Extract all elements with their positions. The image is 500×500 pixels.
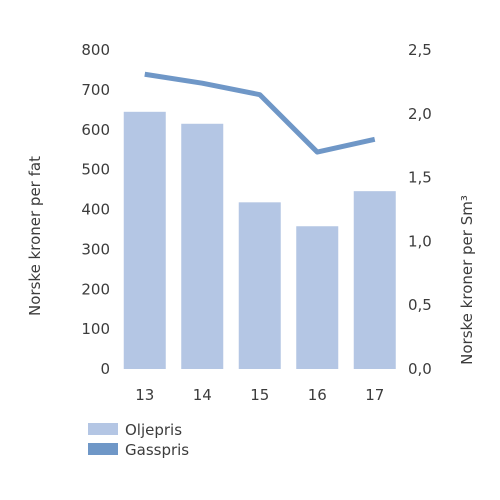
- left-tick-label: 0: [100, 360, 110, 378]
- right-axis-ticks: 0,0 0,5 1,0 1,5 2,0 2,5: [408, 41, 432, 378]
- left-tick-label: 200: [81, 280, 110, 298]
- legend: Oljepris Gasspris: [88, 421, 189, 459]
- left-tick-label: 100: [81, 320, 110, 338]
- bar-oljepris-13: [123, 111, 166, 370]
- left-tick-label: 300: [81, 240, 110, 258]
- x-tick-label: 17: [365, 386, 384, 404]
- x-tick-label: 14: [193, 386, 212, 404]
- right-tick-label: 0,0: [408, 360, 432, 378]
- x-tick-label: 16: [308, 386, 327, 404]
- bar-oljepris-17: [353, 191, 396, 369]
- legend-swatch-gasspris: [88, 443, 118, 455]
- right-tick-label: 2,5: [408, 41, 432, 59]
- left-tick-label: 500: [81, 161, 110, 179]
- bar-oljepris-15: [238, 202, 281, 369]
- right-tick-label: 0,5: [408, 296, 432, 314]
- oil-price-bars: [123, 111, 396, 370]
- left-axis-title: Norske kroner per fat: [26, 156, 44, 316]
- bar-oljepris-14: [181, 123, 224, 369]
- right-tick-label: 2,0: [408, 105, 432, 123]
- right-tick-label: 1,5: [408, 169, 432, 187]
- x-axis-ticks: 13 14 15 16 17: [135, 386, 384, 404]
- x-tick-label: 15: [250, 386, 269, 404]
- gas-price-line-group: [144, 71, 376, 155]
- left-tick-label: 400: [81, 201, 110, 219]
- left-tick-label: 700: [81, 81, 110, 99]
- right-tick-label: 1,0: [408, 232, 432, 250]
- legend-label-gasspris: Gasspris: [125, 441, 189, 459]
- left-tick-label: 600: [81, 121, 110, 139]
- legend-label-oljepris: Oljepris: [125, 421, 182, 439]
- legend-swatch-oljepris: [88, 423, 118, 435]
- left-axis-ticks: 0 100 200 300 400 500 600 700 800: [81, 41, 110, 378]
- left-tick-label: 800: [81, 41, 110, 59]
- x-tick-label: 13: [135, 386, 154, 404]
- line-gasspris: [144, 71, 376, 155]
- bar-oljepris-16: [296, 226, 339, 369]
- right-axis-title: Norske kroner per Sm³: [458, 195, 476, 365]
